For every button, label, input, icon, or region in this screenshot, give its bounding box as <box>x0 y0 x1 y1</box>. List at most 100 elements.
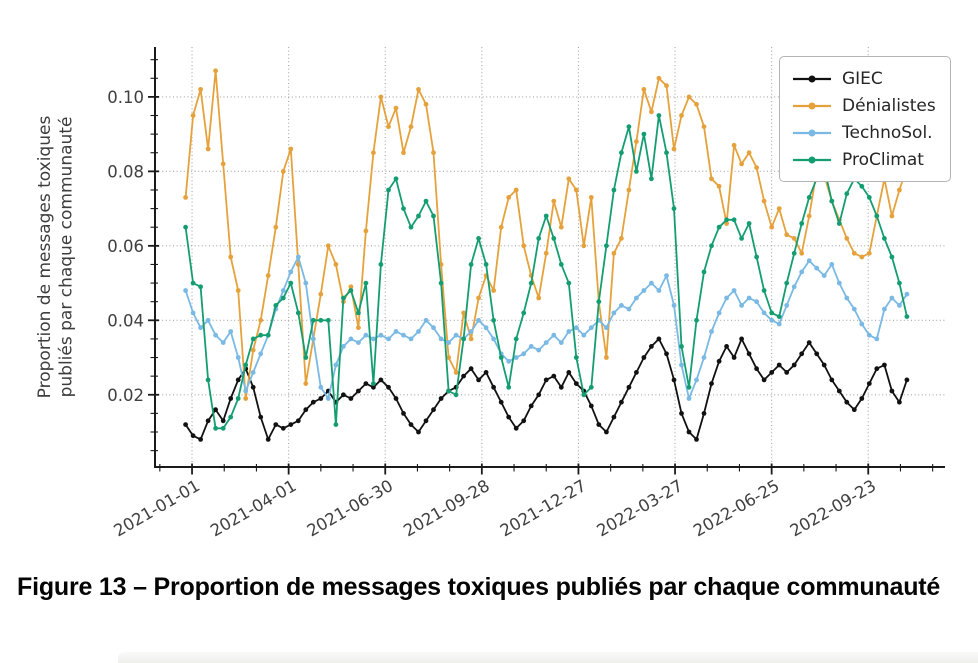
data-point-marker <box>356 388 361 394</box>
data-point-marker <box>498 399 504 405</box>
data-point-marker <box>806 340 812 345</box>
data-point-marker <box>731 355 737 360</box>
figure-caption: Figure 13 – Proportion de messages toxiq… <box>17 573 941 601</box>
data-point-marker <box>408 422 414 427</box>
data-point-marker <box>596 299 602 305</box>
data-point-marker <box>836 388 842 394</box>
data-point-marker <box>258 317 264 323</box>
data-point-marker <box>243 388 249 394</box>
series-line <box>184 256 908 400</box>
data-point-marker <box>784 370 790 375</box>
data-point-marker <box>558 262 564 267</box>
data-point-marker <box>761 288 767 293</box>
legend-label: ProClimat <box>842 149 924 170</box>
data-point-marker <box>363 332 369 338</box>
data-point-marker <box>446 340 451 345</box>
data-point-marker <box>258 414 264 420</box>
data-point-marker <box>371 384 376 390</box>
data-point-marker <box>386 187 391 193</box>
data-point-marker <box>784 232 790 238</box>
data-point-marker <box>604 355 609 360</box>
data-point-marker <box>280 169 286 174</box>
data-point-marker <box>851 306 857 312</box>
data-point-marker <box>566 280 572 286</box>
data-point-marker <box>761 377 767 383</box>
data-point-marker <box>709 243 714 249</box>
data-point-marker <box>438 280 444 286</box>
toxicity-proportion-chart: 0.02 0.04 0.06 0.08 0.10 2021-01-01 2021-04-01… <box>35 47 951 540</box>
data-point-marker <box>588 195 594 200</box>
data-point-marker <box>521 310 527 316</box>
data-point-marker <box>776 314 782 319</box>
data-point-marker <box>754 299 759 305</box>
data-point-marker <box>536 347 542 353</box>
data-point-marker <box>731 217 737 223</box>
data-point-marker <box>213 332 219 338</box>
data-point-marker <box>829 262 835 267</box>
series-TechnoSol. <box>183 254 910 401</box>
data-point-marker <box>769 310 775 316</box>
data-point-marker <box>295 310 301 316</box>
data-point-marker <box>423 418 429 424</box>
legend-label: GIEC <box>842 68 883 89</box>
data-point-marker <box>611 310 617 316</box>
data-point-marker <box>213 68 219 74</box>
data-point-marker <box>566 370 572 375</box>
data-point-marker <box>604 325 609 331</box>
data-point-marker <box>468 329 474 334</box>
data-point-marker <box>310 399 316 405</box>
data-point-marker <box>288 422 294 427</box>
data-point-marker <box>641 288 647 293</box>
data-point-marker <box>701 355 707 360</box>
data-point-marker <box>288 146 294 152</box>
data-point-marker <box>626 124 632 130</box>
data-point-marker <box>664 83 669 89</box>
data-point-marker <box>228 414 234 420</box>
data-point-marker <box>814 265 820 271</box>
data-point-marker <box>573 187 579 193</box>
data-point-marker <box>739 236 744 241</box>
y-axis-label: publiés par chaque communauté <box>57 117 77 398</box>
data-point-marker <box>701 124 707 130</box>
data-point-marker <box>836 221 842 226</box>
data-point-marker <box>258 332 264 338</box>
data-point-marker <box>679 344 684 349</box>
data-point-marker <box>235 355 241 360</box>
data-point-marker <box>356 340 361 345</box>
data-point-marker <box>709 176 714 182</box>
data-point-marker <box>664 273 669 278</box>
data-point-marker <box>866 250 872 256</box>
data-point-marker <box>303 355 309 360</box>
data-point-marker <box>889 213 895 219</box>
data-point-marker <box>791 362 797 368</box>
data-point-marker <box>528 280 534 286</box>
data-point-marker <box>536 295 542 301</box>
data-point-marker <box>491 384 496 390</box>
data-point-marker <box>799 269 805 275</box>
data-point-marker <box>769 317 775 323</box>
legend-line-swatch <box>793 75 831 82</box>
data-point-marker <box>408 224 414 230</box>
data-point-marker <box>769 370 775 375</box>
data-point-marker <box>498 224 504 230</box>
data-point-marker <box>431 407 436 413</box>
data-point-marker <box>859 396 865 401</box>
data-point-marker <box>626 384 632 390</box>
data-point-marker <box>701 269 707 275</box>
data-point-marker <box>882 236 887 241</box>
data-point-marker <box>476 295 481 301</box>
data-point-marker <box>393 105 399 111</box>
data-point-marker <box>468 262 474 267</box>
data-point-marker <box>205 146 211 152</box>
legend-label: Dénialistes <box>842 95 936 116</box>
data-point-marker <box>416 213 421 219</box>
data-point-marker <box>686 429 692 435</box>
data-point-marker <box>904 377 910 383</box>
data-point-marker <box>198 437 204 442</box>
data-point-marker <box>491 288 496 293</box>
data-point-marker <box>634 295 639 301</box>
data-point-marker <box>694 101 699 107</box>
data-point-marker <box>220 418 226 424</box>
data-point-marker <box>806 258 812 264</box>
